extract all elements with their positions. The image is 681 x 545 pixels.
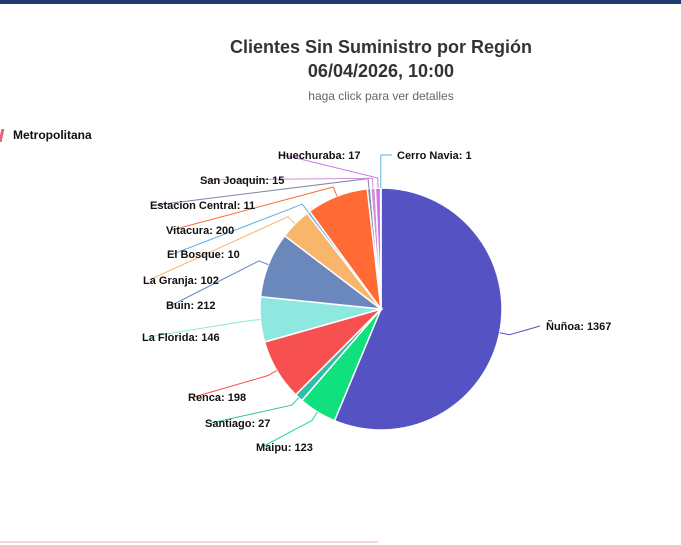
chart-title: Clientes Sin Suministro por Región	[229, 37, 533, 57]
data-label-maipu: Maipu: 123	[256, 442, 313, 454]
data-label-huechuraba: Huechuraba: 17	[278, 150, 361, 162]
data-label-renca: Renca: 198	[188, 392, 246, 404]
data-label-la-florida: La Florida: 146	[142, 332, 220, 344]
data-label-la-granja: La Granja: 102	[143, 275, 219, 287]
legend-item-metropolitana[interactable]: Metropolitana	[0, 127, 92, 143]
chart-subtitle: haga click para ver detalles	[308, 89, 454, 103]
connector-maipu	[261, 411, 318, 448]
data-label-vitacura: Vitacura: 200	[166, 225, 234, 237]
data-label-cerro-navia: Cerro Navia: 1	[397, 150, 472, 162]
bottom-divider	[0, 541, 378, 543]
data-label-santiago: Santiago: 27	[205, 418, 270, 430]
connector-nunoa	[499, 325, 541, 336]
data-label-estacion-central: Estacion Central: 11	[150, 200, 255, 212]
data-label-san-joaquin: San Joaquin: 15	[200, 175, 284, 187]
data-label-el-bosque: El Bosque: 10	[167, 249, 240, 261]
connector-la-florida	[147, 319, 261, 338]
connector-vitacura	[171, 186, 338, 231]
connector-la-granja	[148, 216, 296, 281]
connector-cerro-navia	[380, 154, 392, 188]
data-label-nunoa: Ñuñoa: 1367	[546, 320, 611, 333]
connector-huechuraba	[283, 154, 379, 189]
connector-el-bosque	[172, 203, 309, 255]
connector-renca	[193, 369, 277, 398]
connector-santiago	[210, 397, 300, 424]
legend-label: Metropolitana	[13, 128, 92, 142]
connector-san-joaquin	[205, 177, 374, 189]
chart-timestamp: 06/04/2026, 10:00	[307, 61, 455, 81]
top-accent-bar	[0, 0, 681, 4]
pie-slice-nunoa[interactable]	[333, 187, 503, 431]
connector-buin	[171, 260, 269, 306]
data-label-buin: Buin: 212	[166, 300, 216, 312]
